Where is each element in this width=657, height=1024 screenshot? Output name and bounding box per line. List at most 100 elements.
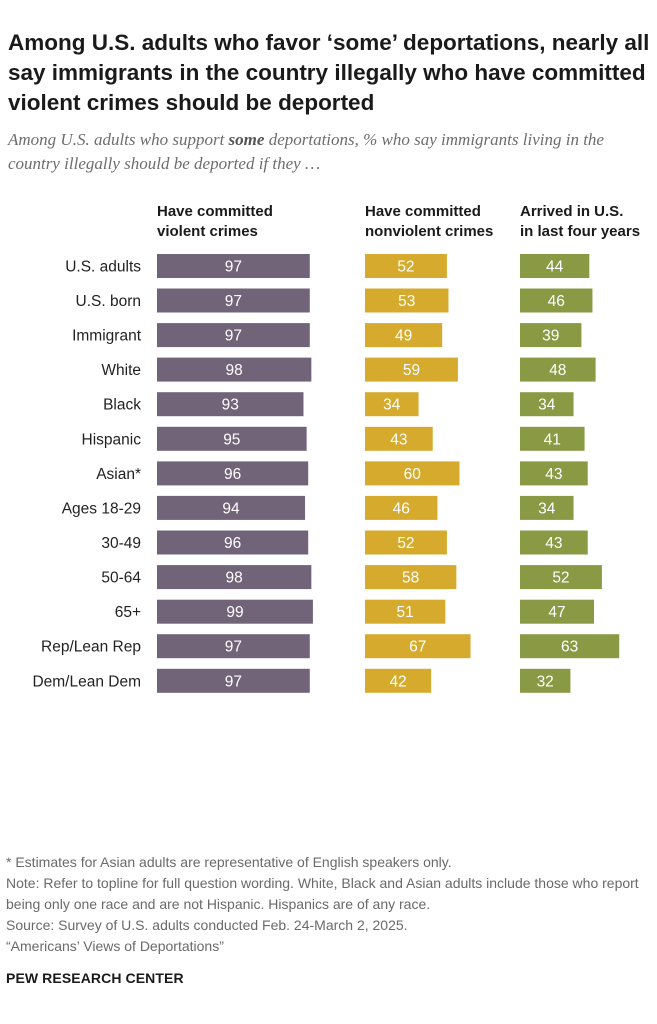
bar-value-label: 96 xyxy=(224,466,241,483)
bar-series-2 xyxy=(365,288,449,313)
category-label: U.S. born xyxy=(76,293,141,310)
asterisk-note: * Estimates for Asian adults are represe… xyxy=(6,854,452,870)
bar-series-2 xyxy=(365,668,432,693)
bar-value-label: 96 xyxy=(224,535,241,552)
bar-series-1 xyxy=(157,254,310,278)
bar-value-label: 52 xyxy=(397,259,414,276)
bar-series-3 xyxy=(520,565,602,590)
bar-value-label: 46 xyxy=(548,293,565,310)
bar-series-3 xyxy=(520,288,593,313)
bar-series-1 xyxy=(157,392,304,417)
bar-series-2 xyxy=(365,495,438,520)
bar-series-1 xyxy=(157,461,309,486)
bar-value-label: 34 xyxy=(538,397,556,414)
bar-series-3 xyxy=(520,323,582,348)
category-label: Ages 18-29 xyxy=(62,500,141,517)
bar-value-label: 47 xyxy=(548,604,565,621)
bar-value-label: 49 xyxy=(395,328,412,345)
bar-value-label: 97 xyxy=(225,639,242,656)
bar-series-2 xyxy=(365,634,471,659)
bar-series-2 xyxy=(365,426,433,451)
bar-value-label: 39 xyxy=(542,328,559,345)
source-text: Source: Survey of U.S. adults conducted … xyxy=(6,917,408,933)
category-label: 65+ xyxy=(115,604,141,621)
bar-value-label: 34 xyxy=(383,397,401,414)
bar-value-label: 43 xyxy=(545,466,562,483)
bar-series-2 xyxy=(365,530,447,555)
bar-value-label: 32 xyxy=(537,673,554,690)
bar-series-3 xyxy=(520,461,588,486)
bar-value-label: 97 xyxy=(225,293,242,310)
bar-value-label: 51 xyxy=(397,604,414,621)
category-label: White xyxy=(101,362,141,379)
bar-series-2 xyxy=(365,357,458,382)
bar-series-1 xyxy=(157,599,313,624)
bar-value-label: 53 xyxy=(398,293,415,310)
bar-series-1 xyxy=(157,426,307,451)
bar-value-label: 99 xyxy=(226,604,243,621)
bar-series-2 xyxy=(365,599,446,624)
category-label: Dem/Lean Dem xyxy=(32,673,141,690)
bar-value-label: 98 xyxy=(226,362,243,379)
bar-value-label: 42 xyxy=(389,673,406,690)
category-label: Black xyxy=(103,397,141,414)
bar-series-1 xyxy=(157,357,312,382)
bar-value-label: 48 xyxy=(549,362,566,379)
bar-chart: Have committed violent crimes Have committ… xyxy=(32,203,640,693)
bar-series-2 xyxy=(365,323,443,348)
bar-value-label: 60 xyxy=(404,466,422,483)
note-text: Note: Refer to topline for full question… xyxy=(6,875,639,912)
bar-series-1 xyxy=(157,565,312,590)
bar-series-3 xyxy=(520,357,596,382)
bar-value-label: 98 xyxy=(226,570,243,587)
bar-value-label: 97 xyxy=(225,259,242,276)
bar-series-3 xyxy=(520,254,590,278)
bar-series-3 xyxy=(520,634,620,659)
bar-value-label: 94 xyxy=(222,500,240,517)
bar-value-label: 67 xyxy=(409,639,426,656)
bar-value-label: 93 xyxy=(222,397,239,414)
column-header-2-line-1: Have committed xyxy=(365,203,481,220)
category-label: Asian* xyxy=(96,466,141,483)
bar-series-2 xyxy=(365,461,460,486)
bar-value-label: 52 xyxy=(552,570,569,587)
column-header-3-line-1: Arrived in U.S. xyxy=(520,203,623,220)
bar-series-1 xyxy=(157,668,310,693)
bar-value-label: 34 xyxy=(538,500,556,517)
bar-value-label: 95 xyxy=(223,431,240,448)
bar-series-3 xyxy=(520,426,585,451)
bar-value-label: 46 xyxy=(393,500,410,517)
bar-series-3 xyxy=(520,530,588,555)
bar-series-1 xyxy=(157,495,306,520)
category-label: Immigrant xyxy=(72,328,142,345)
bar-series-1 xyxy=(157,634,310,659)
report-title: “Americans’ Views of Deportations” xyxy=(6,938,224,954)
chart-notes: * Estimates for Asian adults are represe… xyxy=(6,852,654,957)
bar-series-3 xyxy=(520,668,571,693)
bar-value-label: 43 xyxy=(545,535,562,552)
subtitle-emphasis: some xyxy=(228,130,265,149)
category-label: Rep/Lean Rep xyxy=(41,639,141,656)
bar-series-1 xyxy=(157,288,310,313)
column-header-1-line-2: violent crimes xyxy=(157,223,258,240)
bar-value-label: 43 xyxy=(390,431,407,448)
bar-series-3 xyxy=(520,392,574,417)
chart-title: Among U.S. adults who favor ‘some’ depor… xyxy=(8,30,650,115)
bar-value-label: 97 xyxy=(225,328,242,345)
column-header-2-line-2: nonviolent crimes xyxy=(365,223,493,240)
bar-series-1 xyxy=(157,530,309,555)
bar-value-label: 44 xyxy=(546,259,564,276)
bar-value-label: 63 xyxy=(561,639,578,656)
subtitle-tail: deportations, % who say immigrants livin… xyxy=(8,130,604,173)
column-header-3-line-2: in last four years xyxy=(520,223,640,240)
category-label: 30-49 xyxy=(101,535,141,552)
bar-value-label: 58 xyxy=(402,570,419,587)
bar-series-2 xyxy=(365,392,419,417)
bar-series-2 xyxy=(365,254,447,278)
brand-logo-text: PEW RESEARCH CENTER xyxy=(6,970,184,986)
bar-value-label: 59 xyxy=(403,362,420,379)
subtitle-lead: Among U.S. adults who support xyxy=(8,130,229,149)
bar-series-3 xyxy=(520,495,574,520)
bar-series-2 xyxy=(365,565,457,590)
column-header-1-line-1: Have committed xyxy=(157,203,273,220)
